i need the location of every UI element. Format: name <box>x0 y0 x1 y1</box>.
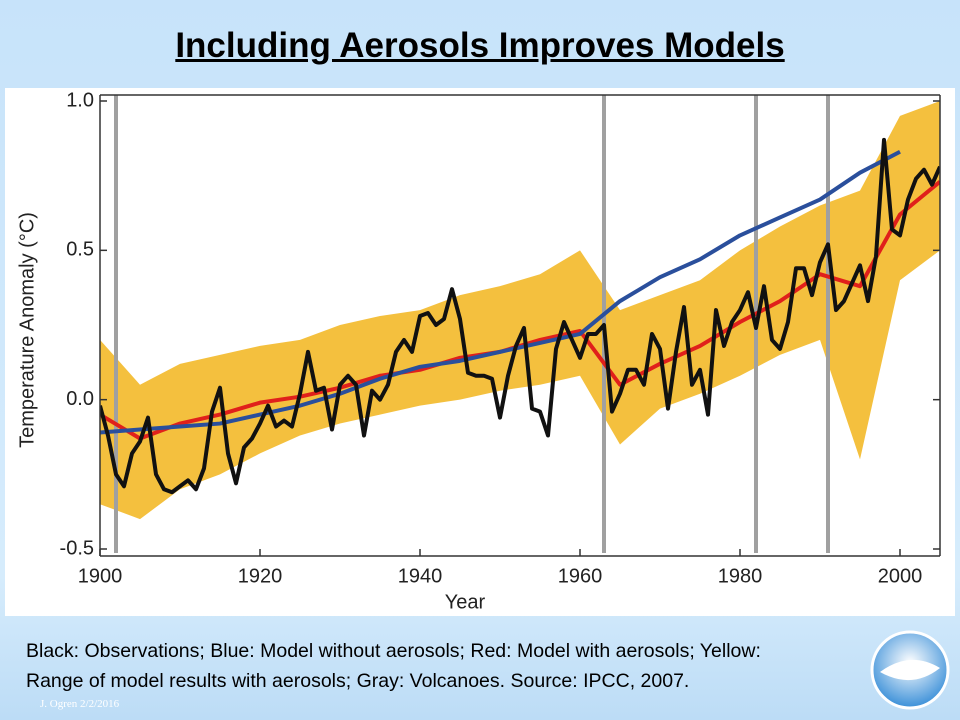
y-tick-label: 0.0 <box>66 388 94 410</box>
x-axis-label: Year <box>445 591 486 613</box>
range-band <box>100 101 940 520</box>
caption-line: Black: Observations; Blue: Model without… <box>26 640 761 662</box>
x-tick-label: 1960 <box>558 565 603 587</box>
footer: J. Ogren 2/2/2016 <box>40 698 120 710</box>
x-tick-label: 1900 <box>78 565 123 587</box>
x-tick-label: 1940 <box>398 565 443 587</box>
y-tick-label: 0.5 <box>66 239 94 261</box>
logo-bird <box>880 659 940 681</box>
slide-title: Including Aerosols Improves Models <box>175 26 785 65</box>
series-line <box>100 137 940 495</box>
x-tick-label: 2000 <box>878 565 923 587</box>
y-tick-label: -0.5 <box>60 537 94 559</box>
y-tick-label: 1.0 <box>66 89 94 111</box>
caption-line: Range of model results with aerosols; Gr… <box>26 670 690 692</box>
x-tick-label: 1920 <box>238 565 283 587</box>
y-axis-label: Temperature Anomaly (°C) <box>16 212 38 448</box>
series-line <box>100 150 901 435</box>
x-tick-label: 1980 <box>718 565 763 587</box>
